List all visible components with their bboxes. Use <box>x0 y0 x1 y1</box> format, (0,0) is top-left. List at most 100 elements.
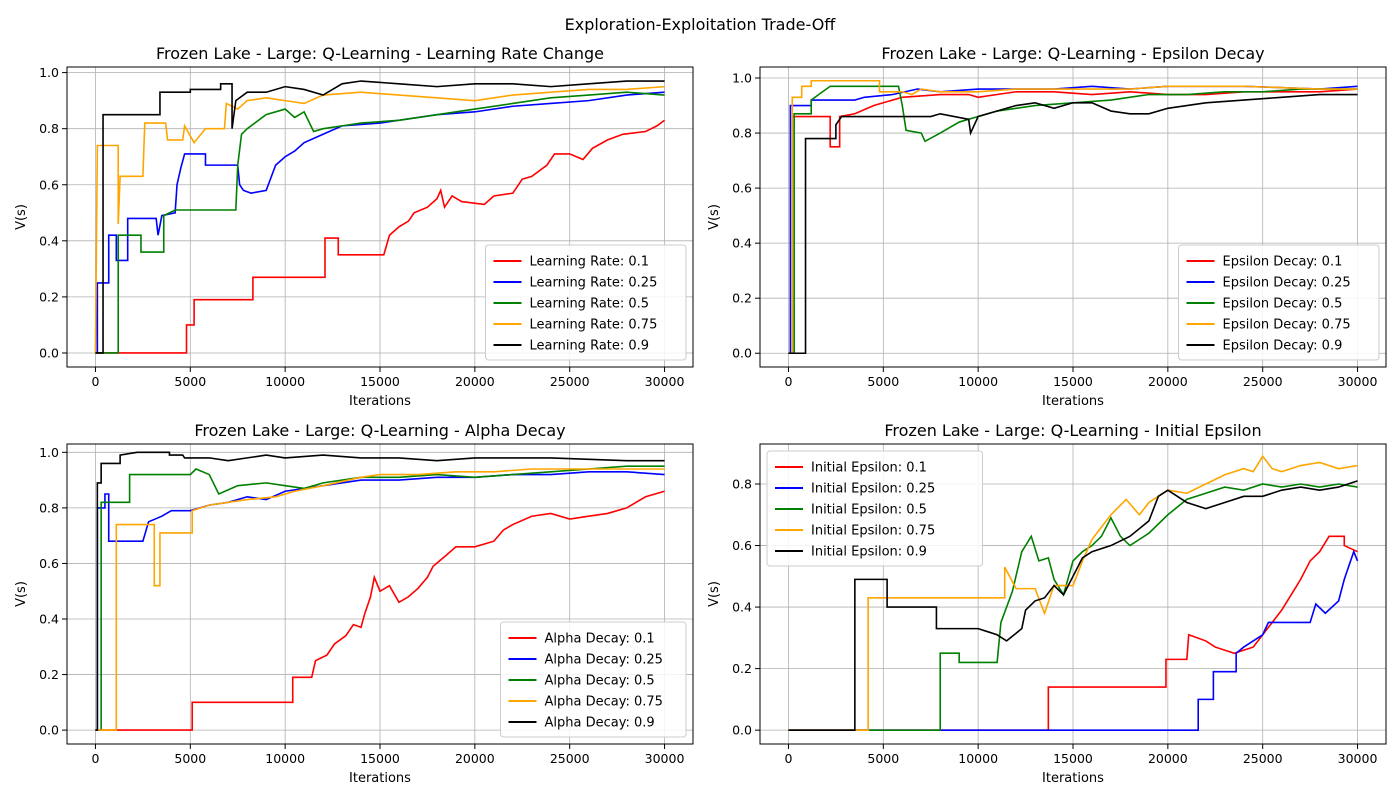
y-axis-label: V(s) <box>14 204 29 230</box>
y-tick-label: 0.2 <box>39 289 59 304</box>
x-tick-label: 0 <box>91 374 99 389</box>
figure-title: Exploration-Exploitation Trade-Off <box>565 15 837 34</box>
legend-entry: Learning Rate: 0.75 <box>530 318 658 333</box>
x-tick-label: 10000 <box>958 751 998 766</box>
series-group <box>788 454 1359 731</box>
series-line <box>788 535 1358 731</box>
legend-entry: Learning Rate: 0.1 <box>530 255 650 270</box>
x-tick-label: 20000 <box>1148 751 1188 766</box>
series-line <box>788 549 1359 731</box>
x-tick-label: 25000 <box>1243 751 1283 766</box>
chart-title: Frozen Lake - Large: Q-Learning - Epsilo… <box>881 44 1264 63</box>
chart-learning-rate: Frozen Lake - Large: Q-Learning - Learni… <box>14 44 694 409</box>
x-tick-label: 25000 <box>550 374 590 389</box>
y-tick-label: 0.8 <box>732 477 752 492</box>
series-line <box>788 483 1358 731</box>
series-line <box>95 451 665 731</box>
series-line <box>788 480 1358 731</box>
series-group <box>95 451 665 731</box>
y-tick-label: 1.0 <box>732 71 752 86</box>
axes-frame <box>759 443 1387 745</box>
legend-entry: Epsilon Decay: 0.9 <box>1223 339 1343 354</box>
legend-entry: Initial Epsilon: 0.5 <box>811 503 927 518</box>
x-tick-label: 30000 <box>1338 751 1378 766</box>
legend-box <box>1178 244 1380 361</box>
axes-frame <box>66 443 694 745</box>
x-tick-label: 0 <box>784 374 792 389</box>
y-tick-label: 1.0 <box>39 65 59 80</box>
legend-entry: Learning Rate: 0.5 <box>530 297 650 312</box>
legend-entry: Initial Epsilon: 0.25 <box>811 482 935 497</box>
y-tick-label: 0.6 <box>732 181 752 196</box>
y-tick-label: 0.0 <box>732 723 752 738</box>
chart-initial-epsilon: Frozen Lake - Large: Q-Learning - Initia… <box>707 421 1387 786</box>
x-tick-label: 5000 <box>867 751 899 766</box>
series-line <box>788 88 1358 355</box>
legend-entry: Epsilon Decay: 0.1 <box>1223 255 1343 270</box>
series-line <box>95 91 665 354</box>
legend: Alpha Decay: 0.1 Alpha Decay: 0.25 Alpha D… <box>500 621 687 738</box>
legend-entry: Alpha Decay: 0.9 <box>545 716 655 731</box>
series-line <box>95 465 665 731</box>
y-tick-label: 0.4 <box>39 233 59 248</box>
y-tick-label: 0.0 <box>39 723 59 738</box>
y-tick-label: 0.4 <box>732 600 752 615</box>
x-tick-label: 10000 <box>265 751 305 766</box>
x-tick-label: 20000 <box>455 374 495 389</box>
x-tick-label: 30000 <box>645 751 685 766</box>
x-tick-label: 20000 <box>455 751 495 766</box>
x-tick-label: 30000 <box>645 374 685 389</box>
legend-entry: Alpha Decay: 0.75 <box>545 695 663 710</box>
legend-entry: Initial Epsilon: 0.1 <box>811 461 927 476</box>
y-axis-label: V(s) <box>707 204 722 230</box>
y-axis-label: V(s) <box>707 581 722 607</box>
y-tick-label: 1.0 <box>39 445 59 460</box>
x-tick-label: 0 <box>784 751 792 766</box>
series-line <box>95 119 666 354</box>
y-axis-label: V(s) <box>14 581 29 607</box>
x-tick-label: 20000 <box>1148 374 1188 389</box>
legend: Learning Rate: 0.1 Learning Rate: 0.25 Lea… <box>485 244 687 361</box>
x-tick-label: 15000 <box>360 751 400 766</box>
y-tick-label: 0.2 <box>732 291 752 306</box>
x-tick-label: 10000 <box>958 374 998 389</box>
chart-title: Frozen Lake - Large: Q-Learning - Initia… <box>884 421 1261 440</box>
x-axis-label: Iterations <box>1042 771 1104 786</box>
legend: Initial Epsilon: 0.1 Initial Epsilon: 0.2… <box>766 450 983 567</box>
x-tick-label: 15000 <box>360 374 400 389</box>
series-line <box>95 490 665 731</box>
legend-box <box>500 621 687 738</box>
x-tick-label: 30000 <box>1338 374 1378 389</box>
y-tick-label: 0.2 <box>39 667 59 682</box>
chart-alpha-decay: Frozen Lake - Large: Q-Learning - Alpha … <box>14 421 694 786</box>
x-tick-label: 25000 <box>550 751 590 766</box>
x-axis-label: Iterations <box>1042 394 1104 409</box>
legend-entry: Initial Epsilon: 0.75 <box>811 524 935 539</box>
x-tick-label: 15000 <box>1053 751 1093 766</box>
legend-entry: Learning Rate: 0.9 <box>530 339 650 354</box>
x-tick-label: 5000 <box>174 751 206 766</box>
series-line <box>788 93 1358 355</box>
y-tick-label: 0.4 <box>39 612 59 627</box>
chart-title: Frozen Lake - Large: Q-Learning - Learni… <box>156 44 604 63</box>
legend-entry: Alpha Decay: 0.5 <box>545 674 655 689</box>
series-group <box>94 80 666 354</box>
series-line <box>95 80 665 354</box>
y-tick-label: 0.6 <box>732 538 752 553</box>
series-group <box>788 79 1358 355</box>
x-tick-label: 25000 <box>1243 374 1283 389</box>
y-tick-label: 0.0 <box>39 345 59 360</box>
y-tick-label: 0.0 <box>732 346 752 361</box>
y-tick-label: 0.2 <box>732 661 752 676</box>
x-tick-label: 10000 <box>265 374 305 389</box>
legend-entry: Alpha Decay: 0.25 <box>545 653 663 668</box>
legend-box <box>485 244 687 361</box>
legend-entry: Epsilon Decay: 0.75 <box>1223 318 1351 333</box>
x-tick-label: 0 <box>91 751 99 766</box>
x-tick-label: 15000 <box>1053 374 1093 389</box>
y-tick-label: 0.8 <box>39 121 59 136</box>
y-tick-label: 0.6 <box>39 177 59 192</box>
x-axis-label: Iterations <box>349 771 411 786</box>
legend-entry: Epsilon Decay: 0.25 <box>1223 276 1351 291</box>
